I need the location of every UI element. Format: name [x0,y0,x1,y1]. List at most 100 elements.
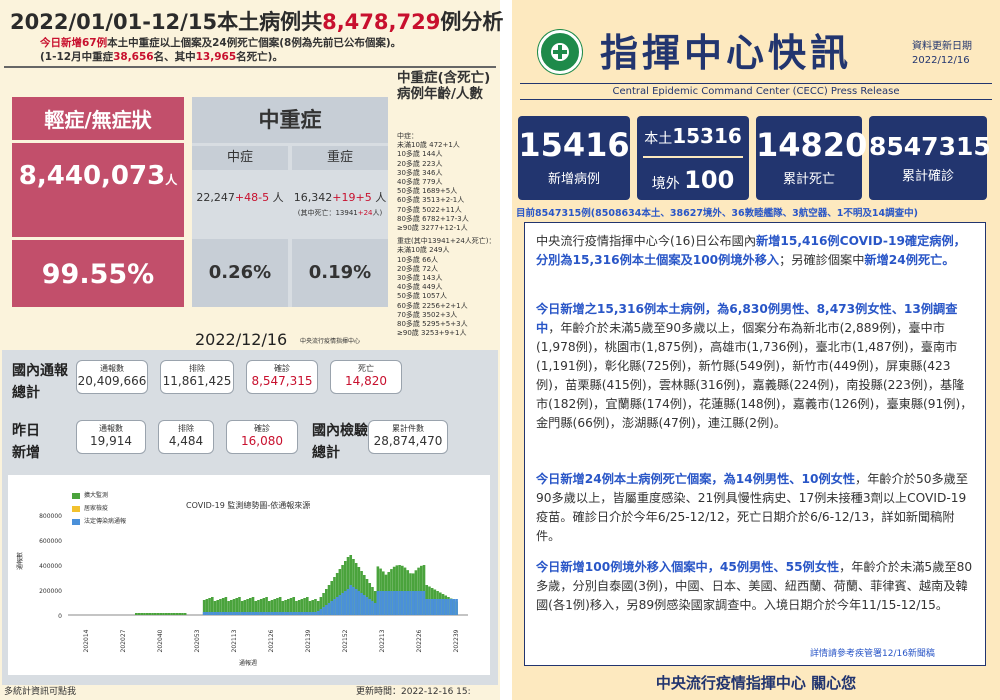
bar-expanded [246,599,249,615]
bar-expanded [338,569,342,615]
x-tick-label: 202213 [379,629,386,652]
bar-notifiable [354,589,358,615]
bar-notifiable [365,597,369,615]
test-total-label: 國內檢驗總計 [312,423,368,461]
serious-label: 重症 [292,146,388,170]
bar-expanded [208,598,211,615]
bar-expanded [395,565,399,615]
bar-expanded [281,601,285,615]
bar-notifiable [224,612,228,615]
bar-notifiable [208,612,211,615]
bar-expanded [143,613,146,615]
bar-notifiable [411,591,415,615]
bar-notifiable [327,603,331,615]
bar-notifiable [268,612,271,615]
new-cases-box: 15416 新增病例 [518,116,630,200]
bar-expanded [268,601,271,615]
bar-expanded [211,597,214,615]
bar-expanded [289,598,293,615]
yesterday-label: 昨日新增 [12,423,40,461]
serious-value: 16,342+19+5 人 (其中死亡：13941+24人) [293,191,387,217]
bar-notifiable [444,599,448,615]
case-analysis-title: 2022/01/01-12/15本土病例共8,478,729例分析 [10,10,504,34]
bar-notifiable [319,609,323,615]
bar-notifiable [392,591,396,615]
bar-expanded [221,598,225,615]
x-tick-label: 202126 [268,629,275,652]
bar-expanded [262,598,266,615]
bar-expanded [145,613,149,615]
surveillance-chart: 800000 600000 400000 200000 0 202014 202027 202… [8,475,490,675]
bar-expanded [300,599,304,615]
y-tick-label: 200000 [39,588,62,595]
domestic-deaths: 死亡 14,820 [330,360,402,394]
bar-expanded [230,600,233,615]
bar-notifiable [455,599,458,615]
bar-notifiable [368,599,372,615]
bar-notifiable [363,595,366,615]
bar-notifiable [344,591,347,615]
bar-notifiable [341,593,344,615]
bar-notifiable [249,612,252,615]
bar-expanded [265,597,268,615]
press-release-reference[interactable]: 詳情請參考疾管署12/16新聞稿 [810,649,935,659]
bar-expanded [295,601,298,615]
bar-notifiable [360,593,363,615]
bar-expanded [159,613,163,615]
bar-expanded [162,613,165,615]
bar-expanded [278,597,282,615]
age-row: 未滿10歲 249人 [397,246,450,255]
bar-notifiable [449,599,453,615]
x-axis-label: 通報週 [239,659,257,667]
bar-expanded [344,561,347,615]
x-tick-label: 202239 [453,629,460,652]
more-stats-link[interactable]: 多統計資訊可點我 [4,687,77,697]
age-row: 30多歲 143人 [397,274,443,283]
bar-expanded [308,601,312,615]
bar-notifiable [333,599,336,615]
bar-expanded [224,597,228,615]
age-row: 70多歲 5022+11人 [397,205,462,214]
bar-notifiable [259,612,263,615]
press-release-title: 指揮中心快訊 [600,31,853,75]
bar-notifiable [297,612,301,615]
bar-notifiable [417,591,420,615]
age-row: 20多歲 72人 [397,264,439,273]
bar-expanded [213,601,217,615]
bar-notifiable [240,612,244,615]
bar-expanded [156,613,160,615]
bar-notifiable [308,612,312,615]
bar-expanded [235,598,239,615]
x-tick-label: 202152 [342,629,349,652]
report-date: 2022/12/16 [195,330,288,349]
x-tick-label: 202014 [83,629,90,652]
domestic-confirmed: 確診 8,547,315 [246,360,318,394]
legend-quarantine: 居家檢疫 [72,503,108,512]
paragraph-summary: 中央流行疫情指揮中心今(16)日公布國內新增15,416例COVID-19確定病… [536,234,966,267]
severe-title: 中重症 [192,97,388,143]
y-tick-label: 800000 [39,513,62,520]
bar-notifiable [262,612,266,615]
bar-notifiable [278,612,282,615]
paragraph-deaths: 今日新增24例本土病例死亡個案，為14例男性、10例女性，年齡介於50多歲至90… [536,472,969,543]
age-row: 20多歲 223人 [397,159,443,168]
bar-expanded [249,598,252,615]
bar-expanded [135,613,138,615]
x-tick-label: 202139 [305,629,312,652]
age-row: 50多歲 1689+5人 [397,187,458,196]
bar-expanded [178,613,182,615]
legend-notifiable: 法定傳染病通報 [72,516,126,525]
bar-notifiable [238,612,241,615]
bar-notifiable [314,612,317,615]
bar-notifiable [205,612,209,615]
bar-notifiable [330,601,334,615]
bar-expanded [306,597,309,615]
press-release-body [524,222,986,666]
bar-notifiable [211,612,214,615]
yesterday-confirmed: 確診 16,080 [226,420,298,454]
bar-expanded [148,613,152,615]
bar-notifiable [303,612,306,615]
bar-notifiable [349,585,353,615]
bar-notifiable [390,591,393,615]
bar-expanded [164,613,168,615]
